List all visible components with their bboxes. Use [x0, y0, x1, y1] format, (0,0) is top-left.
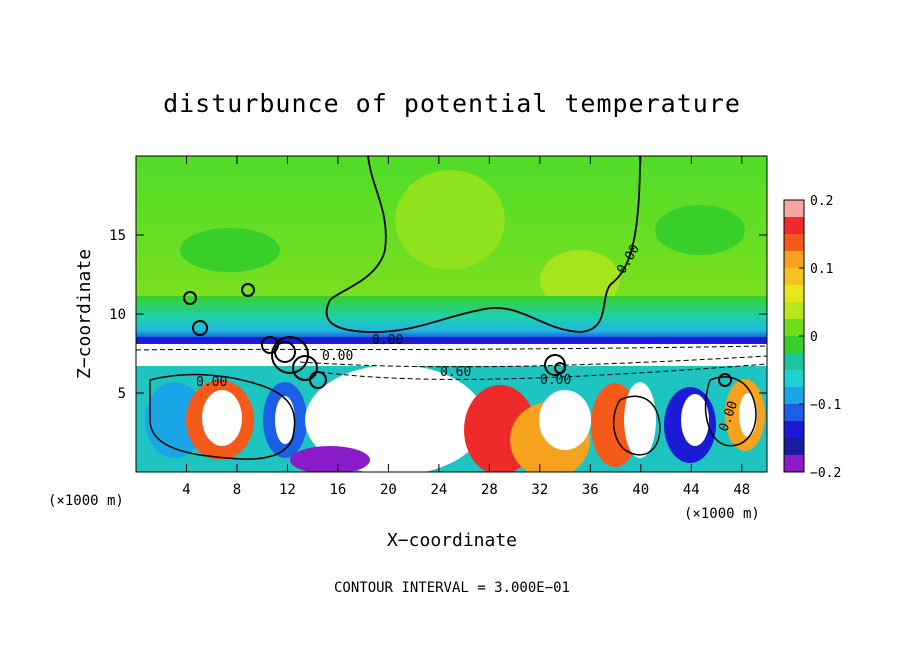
x-tick-label: 36	[582, 482, 599, 498]
colorbar-segment	[784, 353, 804, 371]
contour-solid-lower	[704, 376, 757, 447]
y-tick-label: 15	[109, 228, 126, 244]
field-white-layer	[136, 344, 767, 368]
contour-label: 0.60	[440, 365, 471, 380]
y-tick-label: 10	[109, 307, 126, 323]
contour-zero-upper	[325, 156, 641, 333]
colorbar-segment	[784, 234, 804, 252]
field-blob	[739, 393, 757, 437]
colorbar-segment	[784, 336, 804, 354]
colorbar-segment	[784, 302, 804, 320]
colorbar-segment	[784, 438, 804, 456]
x-tick-label: 4	[182, 482, 190, 498]
field-band-dark	[136, 337, 767, 344]
x-unit-label-right: (×1000 m)	[684, 506, 760, 522]
x-tick-label: 8	[233, 482, 241, 498]
field-blob	[539, 390, 591, 450]
x-tick-label: 20	[380, 482, 397, 498]
colorbar-tick-label: −0.2	[810, 466, 841, 481]
x-tick-label: 24	[430, 482, 447, 498]
x-axis-label: X−coordinate	[387, 530, 517, 551]
y-ticks: 5 10 15	[109, 228, 767, 402]
colorbar-segment	[784, 404, 804, 422]
y-tick-label: 5	[118, 386, 126, 402]
x-tick-label: 28	[481, 482, 498, 498]
x-ticks: 4 8 12 16 20 24 28 32 36 40 44 48	[182, 156, 750, 498]
field-patch-lime	[540, 250, 620, 310]
colorbar-segment	[784, 421, 804, 439]
field-patch-green	[180, 228, 280, 272]
contour-dashed	[319, 363, 767, 380]
field-blob	[624, 382, 656, 458]
field-patch-green	[655, 205, 745, 255]
colorbar-segment	[784, 268, 804, 286]
field-band	[136, 296, 767, 342]
field-blob	[305, 365, 485, 472]
contour-interval-text: CONTOUR INTERVAL = 3.000E−01	[334, 580, 570, 596]
x-tick-label: 44	[683, 482, 700, 498]
contour-solid-lower	[613, 395, 661, 456]
chart-title: disturbunce of potential temperature	[163, 89, 741, 118]
x-tick-label: 40	[632, 482, 649, 498]
field-blob	[681, 394, 709, 446]
contour-cluster	[183, 283, 732, 389]
x-tick-label: 16	[329, 482, 346, 498]
contour-dashed	[299, 355, 767, 368]
colorbar-segment	[784, 251, 804, 269]
x-tick-label: 32	[531, 482, 548, 498]
field-patch-lime	[395, 170, 505, 270]
field-blob	[275, 396, 295, 444]
colorbar-segment	[784, 285, 804, 303]
contour-label: 0.00	[322, 349, 353, 364]
contour-label: 0.00	[196, 375, 227, 390]
contour-dashed	[136, 345, 767, 351]
colorbar-tick-label: 0.1	[810, 262, 833, 277]
field-blob	[202, 390, 242, 446]
colorbar-segment	[784, 387, 804, 405]
colorbar-tick-label: 0.2	[810, 194, 833, 209]
x-unit-label: (×1000 m)	[48, 493, 124, 509]
colorbar-segment	[784, 200, 804, 218]
y-axis-label: Z−coordinate	[74, 249, 95, 379]
x-tick-label: 12	[279, 482, 296, 498]
colorbar-segment	[784, 455, 804, 473]
x-tick-label: 48	[733, 482, 750, 498]
colorbar-segment	[784, 319, 804, 337]
colorbar-tick-label: 0	[810, 330, 818, 345]
contour-solid-lower	[149, 373, 296, 460]
contour-label: 0.00	[540, 373, 571, 388]
colorbar: 0.2 0.1 0 −0.1 −0.2	[783, 194, 841, 481]
plot-area: 0.00 0.00 0.00 0.60 0.00 0.00 0.00	[136, 156, 767, 472]
field-blob	[290, 446, 370, 472]
colorbar-segment	[784, 370, 804, 388]
colorbar-tick-label: −0.1	[810, 398, 841, 413]
field-blob	[145, 382, 205, 458]
contour-label: 0.00	[372, 333, 403, 348]
colorbar-segment	[784, 217, 804, 235]
